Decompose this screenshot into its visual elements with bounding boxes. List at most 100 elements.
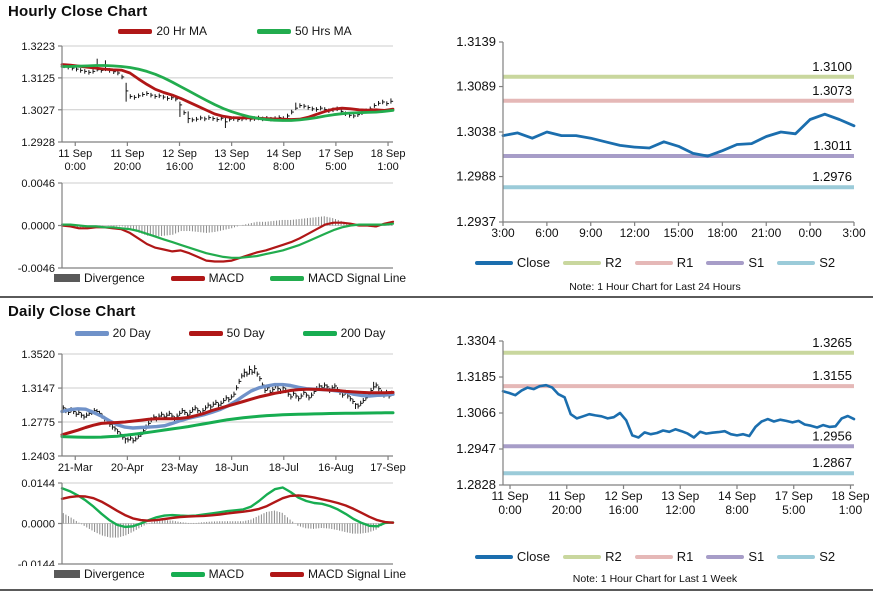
svg-text:1.2928: 1.2928: [21, 137, 55, 149]
legend-item-divergence: Divergence: [53, 567, 145, 581]
50-day-swatch: [188, 330, 223, 336]
svg-text:1.3520: 1.3520: [21, 349, 55, 361]
legend-item-close: Close: [474, 255, 551, 270]
legend-label: MACD Signal Line: [308, 567, 407, 581]
r2-swatch: [563, 554, 602, 559]
svg-text:-0.0046: -0.0046: [18, 263, 55, 272]
svg-text:8:00: 8:00: [725, 503, 749, 517]
svg-text:12:00: 12:00: [665, 503, 695, 517]
legend-item-macd-signal: MACD Signal Line: [270, 271, 406, 285]
legend-label: Divergence: [83, 567, 145, 581]
divergence-swatch: [53, 570, 80, 578]
hourly-section-title: Hourly Close Chart: [8, 3, 148, 20]
svg-text:3:00: 3:00: [491, 226, 515, 240]
svg-text:1.3265: 1.3265: [812, 335, 852, 350]
svg-text:0:00: 0:00: [798, 226, 822, 240]
svg-text:13 Sep: 13 Sep: [214, 148, 249, 160]
svg-text:0.0000: 0.0000: [21, 221, 55, 233]
svg-text:1:00: 1:00: [377, 161, 398, 172]
legend-item-close: Close: [474, 549, 550, 564]
svg-text:1.3011: 1.3011: [813, 138, 852, 153]
svg-text:1.3066: 1.3066: [456, 405, 496, 420]
legend-label: 50 Hrs MA: [295, 24, 352, 38]
legend-label: MACD: [208, 271, 244, 285]
svg-text:12:00: 12:00: [620, 226, 650, 240]
svg-text:14 Sep: 14 Sep: [266, 148, 301, 160]
svg-text:18 Sep: 18 Sep: [371, 148, 406, 160]
r2-swatch: [563, 260, 602, 265]
macd-swatch: [170, 275, 205, 281]
svg-text:12 Sep: 12 Sep: [604, 489, 642, 503]
svg-text:1.3073: 1.3073: [812, 83, 852, 98]
svg-text:1.3223: 1.3223: [21, 41, 55, 53]
legend-label: R2: [605, 255, 622, 270]
legend-item-divergence: Divergence: [53, 271, 145, 285]
legend-item-macd: MACD: [170, 567, 244, 581]
svg-text:18 Sep: 18 Sep: [831, 489, 869, 503]
svg-text:13 Sep: 13 Sep: [661, 489, 699, 503]
svg-text:16:00: 16:00: [166, 161, 194, 172]
svg-text:1.2867: 1.2867: [812, 455, 852, 470]
svg-text:1.3185: 1.3185: [456, 369, 496, 384]
daily-section-title: Daily Close Chart: [8, 303, 136, 320]
hourly-macd-chart: 0.0046 0.0000 -0.0046: [18, 178, 395, 272]
svg-text:21-Mar: 21-Mar: [58, 462, 93, 474]
svg-text:20-Apr: 20-Apr: [111, 462, 144, 474]
macd-swatch: [170, 571, 205, 577]
svg-text:5:00: 5:00: [782, 503, 806, 517]
legend-item-macd: MACD: [170, 271, 244, 285]
svg-text:15:00: 15:00: [663, 226, 693, 240]
legend-label: Close: [516, 255, 551, 270]
s2-swatch: [777, 554, 816, 559]
legend-label: R1: [676, 549, 694, 564]
svg-text:1.3155: 1.3155: [812, 368, 852, 383]
svg-text:3:00: 3:00: [842, 226, 866, 240]
svg-text:18:00: 18:00: [707, 226, 737, 240]
s1-swatch: [706, 260, 745, 265]
legend-item-50-hrs-ma: 50 Hrs MA: [257, 24, 352, 38]
legend-item-macd-signal: MACD Signal Line: [270, 567, 406, 581]
svg-text:12:00: 12:00: [218, 161, 246, 172]
legend-item-s1: S1: [706, 549, 764, 564]
svg-text:12 Sep: 12 Sep: [162, 148, 197, 160]
legend-item-r1: R1: [634, 255, 693, 270]
svg-text:1.3089: 1.3089: [456, 79, 496, 94]
legend-label: Divergence: [83, 271, 145, 285]
svg-text:1.3139: 1.3139: [456, 34, 496, 49]
hourly-chart-note: Note: 1 Hour Chart for Last 24 Hours: [569, 281, 741, 293]
r1-swatch: [634, 554, 673, 559]
divergence-swatch: [53, 274, 80, 282]
legend-item-s2: S2: [777, 549, 835, 564]
legend-item-s2: S2: [777, 255, 835, 270]
legend-label: S1: [748, 255, 765, 270]
close-swatch: [474, 554, 513, 559]
legend-item-200-day: 200 Day: [302, 326, 385, 340]
svg-text:0:00: 0:00: [65, 161, 86, 172]
macd-signal-swatch: [270, 571, 304, 577]
legend-item-20-hr-ma: 20 Hr MA: [118, 24, 207, 38]
legend-item-20-day: 20 Day: [74, 326, 151, 340]
svg-text:1.2403: 1.2403: [21, 451, 55, 463]
svg-text:1.2775: 1.2775: [21, 417, 55, 429]
hourly-macd-legend: Divergence MACD MACD Signal Line: [53, 271, 406, 285]
legend-label: S2: [819, 549, 836, 564]
svg-text:1.3027: 1.3027: [21, 105, 55, 117]
hourly-pivot-legend: Close R2 R1 S1 S2: [455, 255, 855, 270]
legend-label: S2: [819, 255, 836, 270]
svg-text:1.2988: 1.2988: [456, 169, 496, 184]
svg-text:11 Sep: 11 Sep: [58, 148, 92, 160]
svg-text:11 Sep: 11 Sep: [110, 148, 144, 160]
svg-text:1.2976: 1.2976: [812, 169, 852, 184]
svg-text:11 Sep: 11 Sep: [548, 489, 585, 503]
svg-text:5:00: 5:00: [325, 161, 346, 172]
legend-label: R2: [605, 549, 622, 564]
s1-swatch: [706, 554, 745, 559]
svg-text:1.3125: 1.3125: [21, 73, 55, 85]
daily-price-legend: 20 Day 50 Day 200 Day: [60, 326, 400, 340]
svg-text:0:00: 0:00: [498, 503, 522, 517]
svg-text:17 Sep: 17 Sep: [775, 489, 813, 503]
daily-chart-note: Note: 1 Hour Chart for Last 1 Week: [572, 573, 738, 585]
svg-text:17-Sep: 17-Sep: [370, 462, 405, 474]
